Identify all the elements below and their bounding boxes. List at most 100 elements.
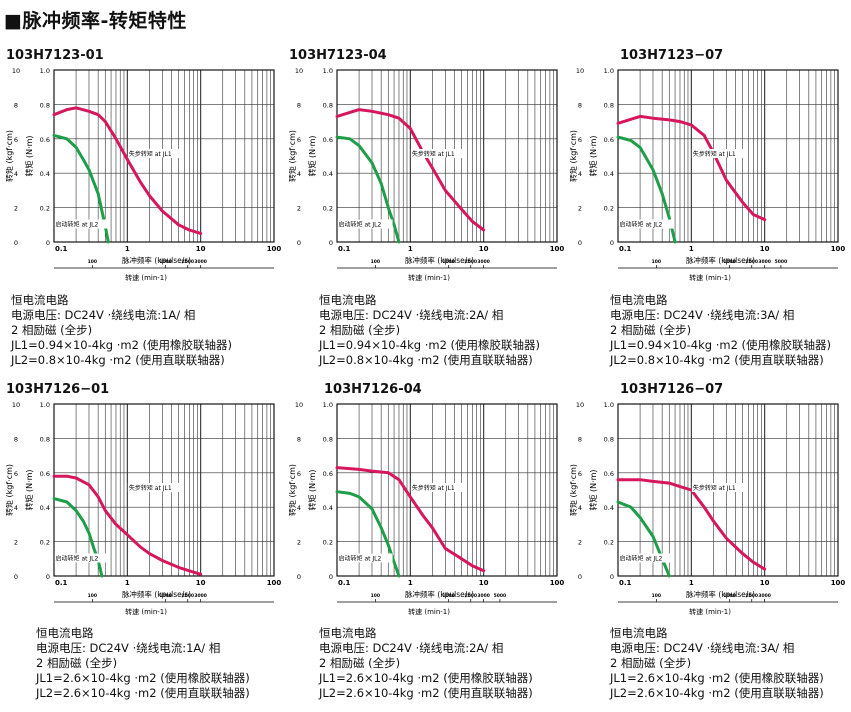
y-axis-title-left: 转矩 (kgf·cm) <box>6 464 14 516</box>
y-tick-label-left: 0 <box>297 239 301 247</box>
spec-notes: 恒电流电路 电源电压: DC24V ·绕线电流:1A/ 相 2 相励磁 (全步)… <box>36 626 250 701</box>
x-tick-label: 0.1 <box>338 245 351 253</box>
spec-notes: 恒电流电路 电源电压: DC24V ·绕线电流:3A/ 相 2 相励磁 (全步)… <box>610 626 824 701</box>
speed-tick-label: 5000 <box>775 259 788 265</box>
y-tick-label-left: 4 <box>297 504 301 512</box>
note-line: 恒电流电路 <box>319 626 377 640</box>
y-tick-label-right: 0 <box>329 239 333 247</box>
pull-in-torque-line <box>616 500 671 578</box>
note-line: 恒电流电路 <box>610 626 668 640</box>
note-line: 2 相励磁 (全步) <box>11 323 93 337</box>
annotation-pullin: 启动转矩 at JL2 <box>339 555 382 563</box>
x-tick-label: 1 <box>408 245 413 253</box>
speed-tick-label: 100 <box>88 593 97 599</box>
speed-tick-label: 5000 <box>494 593 507 599</box>
y-tick-label-left: 8 <box>297 435 301 443</box>
x-tick-label: 100 <box>550 579 565 587</box>
note-line: JL2=0.8×10-4kg ·m2 (使用直联联轴器) <box>610 353 824 367</box>
y-tick-label-right: 1.0 <box>40 67 50 75</box>
y-tick-label-left: 6 <box>578 470 582 478</box>
annotation-pullin: 启动转矩 at JL2 <box>56 555 99 563</box>
chart-panel: 103H7123−07 0 2 4 6 8 10 0 0.2 0.4 0.6 0.8 1.0 转矩 (k… <box>570 48 850 378</box>
y-axis-title-right: 转矩 (N·m) <box>588 135 598 176</box>
speed-axis-title: 转速 (min-1) <box>408 607 450 616</box>
y-tick-label-left: 6 <box>14 136 18 144</box>
speed-tick-label: 100 <box>652 593 661 599</box>
speed-tick-label: 100 <box>371 259 380 265</box>
plot-frame <box>617 403 839 577</box>
annotation-bg <box>618 219 674 229</box>
note-line: 电源电压: DC24V ·绕线电流:3A/ 相 <box>610 308 795 322</box>
speed-tick-label: 1000 <box>159 593 172 599</box>
annotation-bg <box>691 483 747 492</box>
y-tick-label-left: 2 <box>14 539 18 547</box>
y-tick-label-left: 0 <box>578 573 582 581</box>
y-tick-label-left: 2 <box>578 205 582 213</box>
y-axis-title-right: 转矩 (N·m) <box>24 469 34 510</box>
y-axis-title-left: 转矩 (kgf·cm) <box>6 130 14 182</box>
y-tick-label-left: 8 <box>297 101 301 109</box>
pull-in-torque-line <box>52 497 104 578</box>
pull-out-torque-line <box>52 474 203 576</box>
annotation-bg <box>337 219 393 229</box>
y-tick-label-left: 2 <box>297 539 301 547</box>
pull-out-torque-line <box>616 478 767 571</box>
y-tick-label-right: 0.2 <box>323 205 333 213</box>
speed-tick-label: 3000 <box>758 593 771 599</box>
y-tick-label-right: 0.2 <box>40 205 50 213</box>
speed-axis-title: 转速 (min-1) <box>125 607 167 616</box>
y-tick-label-left: 0 <box>14 573 18 581</box>
annotation-pullout: 失步转矩 at JL1 <box>693 150 736 158</box>
y-axis-title-left: 转矩 (kgf·cm) <box>289 130 297 182</box>
x-axis-title: 脉冲频率 (kpulse/s) <box>405 589 474 599</box>
y-tick-label-left: 4 <box>14 170 18 178</box>
note-line: 2 相励磁 (全步) <box>610 323 692 337</box>
speed-tick-label: 1000 <box>159 259 172 265</box>
annotation-bg <box>618 553 674 563</box>
y-tick-label-right: 0.6 <box>40 136 50 144</box>
chart-panel: 103H7126−07 0 2 4 6 8 10 0 0.2 0.4 0.6 0.8 1.0 转矩 (k… <box>570 382 850 712</box>
note-line: JL1=2.6×10-4kg ·m2 (使用橡胶联轴器) <box>36 671 250 685</box>
y-tick-label-right: 0 <box>610 573 614 581</box>
y-tick-label-left: 0 <box>297 573 301 581</box>
x-tick-label: 0.1 <box>55 245 68 253</box>
y-tick-label-right: 1.0 <box>604 67 614 75</box>
y-tick-label-left: 8 <box>14 101 18 109</box>
x-tick-label: 10 <box>196 245 206 253</box>
y-tick-label-left: 4 <box>14 504 18 512</box>
x-tick-label: 1 <box>125 245 130 253</box>
y-tick-label-left: 6 <box>14 470 18 478</box>
pull-out-torque-line <box>335 466 486 573</box>
y-tick-label-right: 0.6 <box>40 470 50 478</box>
speed-tick-label: 3000 <box>194 593 207 599</box>
note-line: JL1=2.6×10-4kg ·m2 (使用橡胶联轴器) <box>319 671 533 685</box>
speed-tick-label: 1000 <box>442 593 455 599</box>
y-tick-label-right: 1.0 <box>323 401 333 409</box>
y-axis-title-left: 转矩 (kgf·cm) <box>289 464 297 516</box>
y-tick-label-left: 6 <box>297 470 301 478</box>
annotation-bg <box>337 553 393 563</box>
x-tick-label: 0.1 <box>338 579 351 587</box>
note-line: 2 相励磁 (全步) <box>319 656 401 670</box>
note-line: 恒电流电路 <box>610 293 668 307</box>
plot-frame <box>53 403 275 577</box>
y-tick-label-right: 0.8 <box>604 101 614 109</box>
y-tick-label-right: 1.0 <box>40 401 50 409</box>
speed-tick-label: 3000 <box>194 259 207 265</box>
speed-axis-title: 转速 (min-1) <box>689 607 731 616</box>
note-line: JL2=0.8×10-4kg ·m2 (使用直联联轴器) <box>319 353 533 367</box>
y-tick-label-right: 0.4 <box>604 504 614 512</box>
speed-tick-label: 2000 <box>464 593 477 599</box>
speed-tick-label: 3000 <box>758 259 771 265</box>
y-tick-label-right: 0.8 <box>40 435 50 443</box>
x-tick-label: 1 <box>689 579 694 587</box>
speed-tick-label: 2000 <box>181 259 194 265</box>
model-title: 103H7123−07 <box>620 48 724 63</box>
speed-tick-label: 2000 <box>745 259 758 265</box>
x-tick-label: 100 <box>267 579 282 587</box>
x-tick-label: 10 <box>760 579 770 587</box>
annotation-pullout: 失步转矩 at JL1 <box>129 150 172 158</box>
speed-tick-label: 1000 <box>723 593 736 599</box>
